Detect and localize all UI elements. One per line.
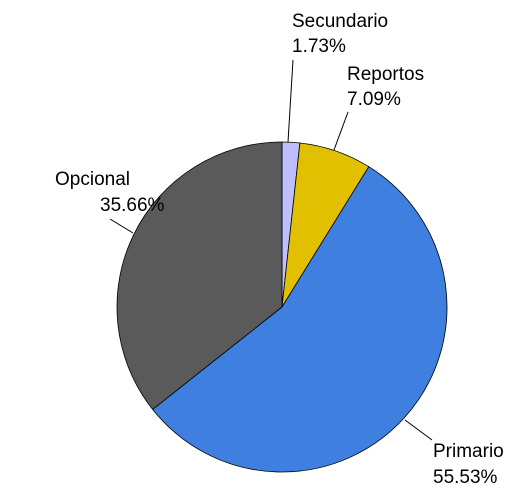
slice-value-label: 55.53% — [433, 467, 498, 488]
pie-slice — [116, 141, 283, 410]
slice-value-label: 1.73% — [292, 36, 346, 57]
leader-line — [287, 59, 294, 143]
slice-value-label: 7.09% — [347, 89, 401, 110]
leader-line — [333, 111, 349, 151]
slice-value-label: 35.66% — [100, 195, 165, 216]
leader-line — [109, 218, 134, 234]
leader-line — [404, 419, 433, 441]
slice-label: Primario — [433, 441, 504, 462]
slice-label: Opcional — [55, 169, 130, 190]
slice-label: Reportos — [347, 64, 424, 85]
slice-label: Secundario — [292, 11, 388, 32]
pie-slice — [152, 166, 448, 473]
